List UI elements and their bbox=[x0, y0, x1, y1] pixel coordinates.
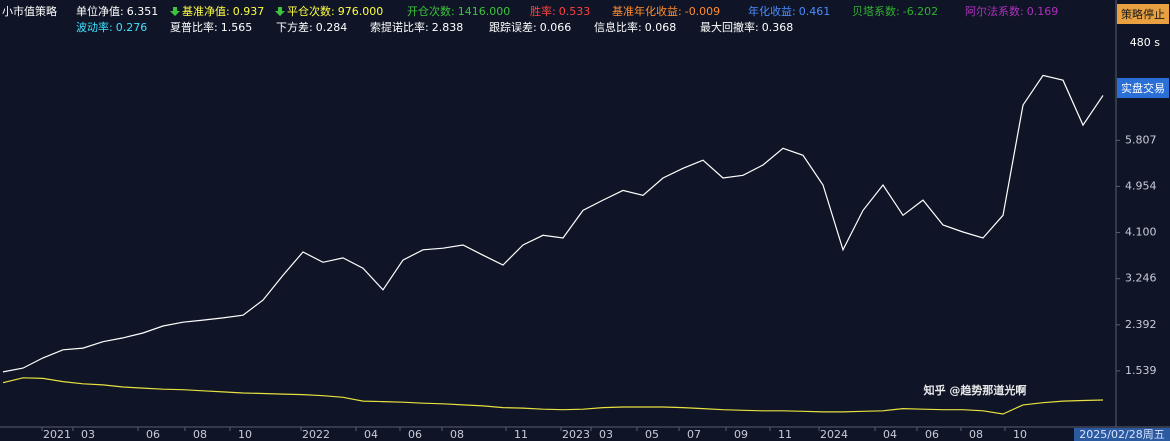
x-tick-label: 08 bbox=[193, 428, 207, 441]
stat-label: 最大回撤率: bbox=[700, 20, 759, 34]
stat-value: -6.202 bbox=[903, 5, 938, 18]
x-tick-label: 08 bbox=[969, 428, 983, 441]
x-tick-label: 10 bbox=[1013, 428, 1027, 441]
x-tick-label: 04 bbox=[883, 428, 897, 441]
strategy-name: 小市值策略 bbox=[2, 4, 57, 18]
stop-button[interactable] bbox=[1117, 4, 1169, 24]
x-tick-label: 2023 bbox=[562, 428, 590, 441]
y-tick-label: 1.539 bbox=[1125, 364, 1157, 377]
y-tick-label: 3.246 bbox=[1125, 272, 1157, 285]
stat-label: 下方差: bbox=[276, 20, 313, 34]
stat-value: 0.276 bbox=[116, 21, 148, 34]
stat-label: 贝塔系数: bbox=[852, 5, 900, 18]
x-tick-label: 2024 bbox=[820, 428, 848, 441]
x-tick-label: 04 bbox=[364, 428, 378, 441]
series-line bbox=[2, 377, 1104, 415]
stop-button-label[interactable]: 策略停止 bbox=[1121, 7, 1165, 21]
stat-value: 0.169 bbox=[1027, 5, 1059, 18]
stat-value: 6.351 bbox=[127, 5, 159, 18]
down-arrow-icon bbox=[275, 7, 285, 16]
x-tick-label: 06 bbox=[925, 428, 939, 441]
x-tick-label: 11 bbox=[514, 428, 528, 441]
stat-value: 976.000 bbox=[338, 5, 384, 18]
stat-label: 波动率: bbox=[76, 20, 113, 34]
x-tick-label: 07 bbox=[687, 428, 701, 441]
stat-value: -0.009 bbox=[685, 5, 720, 18]
stat-value: 0.461 bbox=[799, 5, 831, 18]
stat-label: 年化收益: bbox=[748, 4, 796, 18]
stat-value: 0.368 bbox=[762, 21, 794, 34]
stat-label: 基准净值: bbox=[182, 4, 230, 18]
x-tick-label: 08 bbox=[450, 428, 464, 441]
stat-label: 平仓次数: bbox=[287, 4, 335, 18]
x-tick-label: 06 bbox=[408, 428, 422, 441]
y-tick-label: 5.807 bbox=[1125, 133, 1157, 146]
x-tick-label: 2022 bbox=[302, 428, 330, 441]
x-tick-label: 10 bbox=[238, 428, 252, 441]
x-tick-label: 09 bbox=[734, 428, 748, 441]
y-tick-label: 4.100 bbox=[1125, 226, 1157, 239]
stat-value: 2.838 bbox=[432, 21, 464, 34]
stat-label: 开仓次数: bbox=[407, 4, 455, 18]
stat-label: 索提诺比率: bbox=[370, 20, 429, 34]
watermark: 知乎 @趋势那道光啊 bbox=[923, 383, 1027, 397]
y-tick-label: 4.954 bbox=[1125, 179, 1157, 192]
stat-value: 0.066 bbox=[540, 21, 572, 34]
stat-value: 1.565 bbox=[221, 21, 253, 34]
live-button-label[interactable]: 实盘交易 bbox=[1121, 81, 1165, 95]
stat-value: 0.937 bbox=[233, 5, 265, 18]
stat-label: 夏普比率: bbox=[170, 20, 218, 34]
stat-label: 胜率: bbox=[530, 4, 556, 18]
x-tick-label: 11 bbox=[778, 428, 792, 441]
live-button[interactable] bbox=[1117, 78, 1169, 98]
stat-label: 跟踪误差: bbox=[489, 20, 537, 34]
stat-label: 基准年化收益: bbox=[612, 4, 682, 18]
down-arrow-icon bbox=[170, 7, 180, 16]
y-tick-label: 2.392 bbox=[1125, 318, 1157, 331]
series-line bbox=[2, 74, 1104, 373]
stat-label: 阿尔法系数: bbox=[965, 4, 1024, 18]
stat-label: 信息比率: bbox=[594, 20, 642, 34]
stat-label: 单位净值: bbox=[76, 4, 124, 18]
x-tick-label: 03 bbox=[599, 428, 613, 441]
stat-value: 0.284 bbox=[316, 21, 348, 34]
stat-value: 0.068 bbox=[645, 21, 677, 34]
current-date: 2025/02/28周五 bbox=[1079, 428, 1164, 441]
date-box bbox=[1074, 428, 1170, 441]
x-tick-label: 2021 bbox=[43, 428, 71, 441]
x-tick-label: 06 bbox=[146, 428, 160, 441]
stat-value: 1416.000 bbox=[458, 5, 511, 18]
stat-value: 0.533 bbox=[559, 5, 591, 18]
x-tick-label: 05 bbox=[645, 428, 659, 441]
timer: 480 s bbox=[1130, 36, 1160, 49]
x-tick-label: 03 bbox=[81, 428, 95, 441]
